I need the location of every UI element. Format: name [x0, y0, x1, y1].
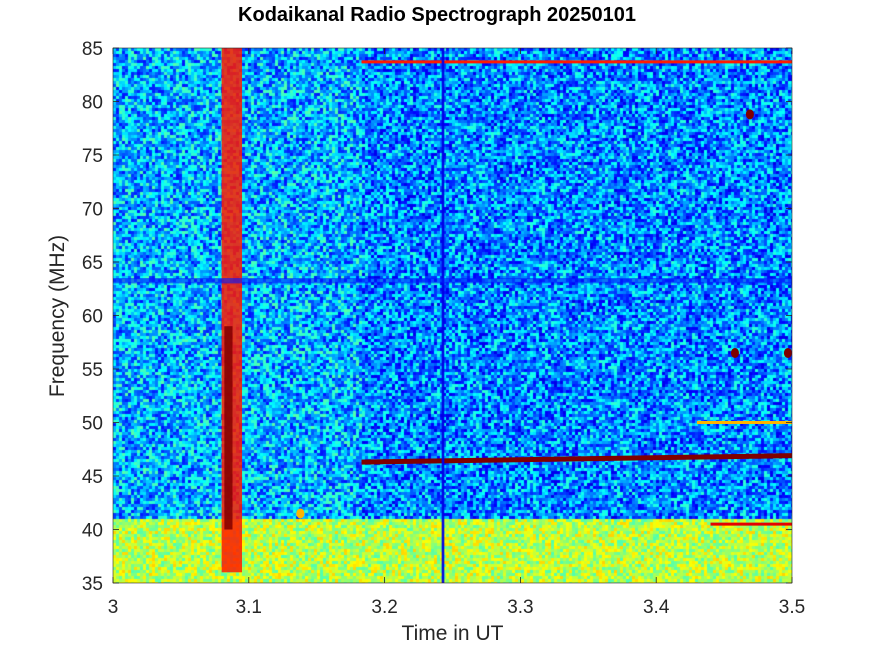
x-tick-label: 3.4: [643, 597, 670, 618]
x-tick-label: 3.3: [507, 597, 533, 618]
x-axis-label: Time in UT: [401, 622, 504, 645]
y-tick-label: 75: [82, 146, 103, 167]
y-tick-label: 70: [82, 200, 103, 221]
x-tick-label: 3.2: [371, 597, 397, 618]
feature-layer: [113, 48, 793, 583]
interference-spot-10: [296, 508, 305, 519]
y-tick-label: 50: [82, 414, 103, 435]
radio-burst-1: [224, 326, 233, 530]
x-axis-ticks: 3 3.1 3.2 3.3 3.4 3.5: [108, 48, 805, 618]
y-tick-label: 60: [82, 307, 103, 328]
y-tick-label: 45: [82, 467, 103, 488]
x-tick-label: 3.1: [236, 597, 262, 618]
y-tick-label: 35: [82, 574, 103, 595]
interference-spot-9: [745, 109, 754, 120]
x-tick-label: 3.5: [779, 597, 805, 618]
x-tick-label: 3: [108, 597, 119, 618]
y-tick-label: 85: [82, 39, 103, 60]
y-tick-label: 55: [82, 360, 103, 381]
interference-spot-7: [730, 347, 739, 358]
y-axis-ticks: 35 40 45 50 55 60 65 70 75 80 85: [82, 39, 792, 595]
y-tick-label: 40: [82, 521, 103, 542]
chart-title: Kodaikanal Radio Spectrograph 20250101: [238, 4, 636, 26]
noise-background: [113, 48, 792, 583]
y-tick-label: 80: [82, 93, 103, 114]
dark-stripe-5: [441, 48, 445, 583]
y-tick-label: 65: [82, 253, 103, 274]
heatmap-layer: [113, 48, 792, 583]
interference-spot-8: [783, 347, 792, 358]
interference-line-2: [361, 453, 793, 465]
y-axis-label: Frequency (MHz): [46, 234, 69, 398]
dark-band-6: [113, 278, 792, 284]
